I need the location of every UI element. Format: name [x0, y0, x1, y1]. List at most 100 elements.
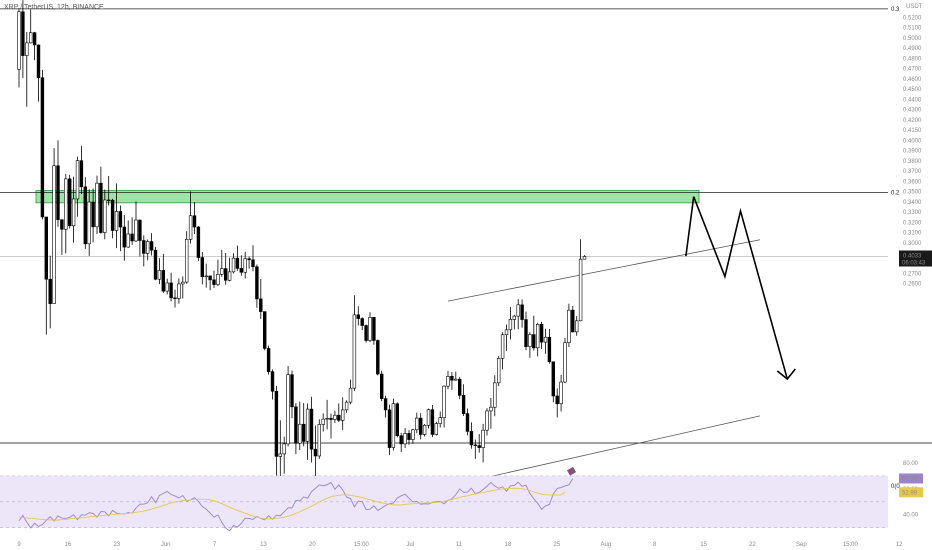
- candle-up: [446, 376, 450, 387]
- projection-arrowhead: [776, 368, 796, 381]
- time-tick-label: 13: [260, 542, 267, 548]
- candle-up: [496, 357, 501, 384]
- price-tick-label: 0.5200: [903, 16, 922, 22]
- candle-down: [399, 435, 403, 445]
- candle-down: [169, 282, 173, 299]
- candle-down: [224, 268, 228, 281]
- candle-down: [40, 77, 45, 218]
- candle-down: [122, 226, 127, 248]
- candle-down: [270, 371, 275, 392]
- candle-down: [153, 249, 158, 280]
- candle-up: [574, 320, 579, 333]
- price-tick-label: 0.4300: [903, 108, 922, 114]
- candle-down: [473, 444, 477, 447]
- candle-down: [356, 314, 360, 319]
- candle-up: [563, 342, 567, 383]
- candle-down: [91, 201, 95, 228]
- candle-up: [442, 385, 446, 418]
- supply-zone: [35, 190, 700, 204]
- candle-up: [391, 403, 396, 448]
- candle-down: [32, 32, 37, 46]
- candle-up: [134, 219, 138, 242]
- candle-up: [298, 423, 302, 444]
- candle-up: [278, 453, 282, 457]
- candle-up: [403, 433, 407, 445]
- candle-down: [360, 318, 364, 326]
- candle-down: [372, 317, 376, 341]
- price-tick-label: 0.3300: [903, 210, 922, 216]
- price-tick-label: 0.4900: [903, 46, 922, 52]
- time-tick-label: 8: [653, 542, 657, 548]
- candle-up: [438, 417, 442, 424]
- candle-down: [294, 406, 298, 444]
- alert-flag-icon: [566, 466, 577, 476]
- candle-down: [309, 408, 314, 450]
- candle-down: [376, 340, 380, 375]
- candle-down: [532, 334, 536, 349]
- candle-up: [504, 329, 509, 336]
- time-tick-label: 9: [17, 542, 21, 548]
- price-tick-label: 0.3600: [903, 179, 922, 185]
- candle-up: [485, 410, 489, 431]
- candle-down: [547, 336, 552, 363]
- candle-down: [21, 11, 25, 56]
- symbol-title[interactable]: XRP / TetherUS, 12h, BINANCE: [4, 4, 104, 11]
- candle-up: [282, 443, 286, 455]
- candle-up: [157, 270, 162, 280]
- candle-up: [426, 409, 431, 426]
- time-tick-label: Jun: [161, 542, 171, 548]
- candle-up: [415, 417, 419, 431]
- candle-up: [25, 42, 29, 56]
- candle-up: [227, 271, 232, 281]
- candle-up: [52, 165, 56, 304]
- price-tick-label: 0.4150: [903, 128, 922, 134]
- candle-up: [177, 283, 181, 299]
- projection-path: [685, 196, 789, 380]
- price-tick-label: 0.3100: [903, 231, 922, 237]
- candle-down: [196, 226, 201, 258]
- candle-down: [469, 431, 474, 446]
- time-tick-label: 23: [113, 542, 120, 548]
- time-tick-label: 18: [505, 542, 512, 548]
- candle-down: [255, 266, 259, 300]
- candle-up: [146, 241, 150, 254]
- channel-lower-line: [447, 415, 761, 487]
- candle-down: [200, 257, 204, 278]
- channel-upper-line: [447, 239, 761, 302]
- candle-up: [582, 256, 587, 260]
- candle-up: [489, 406, 493, 412]
- candle-down: [68, 178, 72, 227]
- candle-down: [247, 258, 251, 261]
- candle-up: [422, 424, 427, 435]
- rsi-ma-line: [18, 487, 566, 521]
- candle-down: [48, 278, 52, 304]
- level-label: 0.3: [891, 7, 900, 13]
- candle-up: [103, 199, 107, 233]
- candle-up: [512, 315, 517, 320]
- price-tick-label: 0.3400: [903, 200, 922, 206]
- candle-down: [407, 433, 411, 440]
- price-tick-label: 0.4700: [903, 67, 922, 73]
- candle-down: [208, 275, 212, 281]
- candle-down: [212, 279, 216, 285]
- candle-down: [83, 186, 88, 245]
- candle-up: [317, 424, 321, 457]
- rsi-line: [18, 478, 574, 532]
- candle-up: [481, 429, 485, 448]
- time-tick-label: Sep: [796, 542, 807, 548]
- candle-down: [313, 448, 318, 457]
- time-tick-label: 22: [749, 542, 756, 548]
- rsi-value-text: 52.99: [902, 490, 918, 496]
- candle-down: [457, 378, 462, 396]
- candle-up: [348, 387, 353, 403]
- candle-down: [477, 445, 481, 448]
- last-price-badge: [899, 250, 932, 267]
- price-tick-label: 0.5100: [903, 26, 922, 32]
- candle-up: [185, 238, 189, 283]
- candle-down: [524, 319, 528, 347]
- candle-up: [114, 211, 119, 231]
- candle-down: [450, 376, 454, 381]
- candle-down: [138, 219, 142, 241]
- candle-up: [567, 309, 571, 344]
